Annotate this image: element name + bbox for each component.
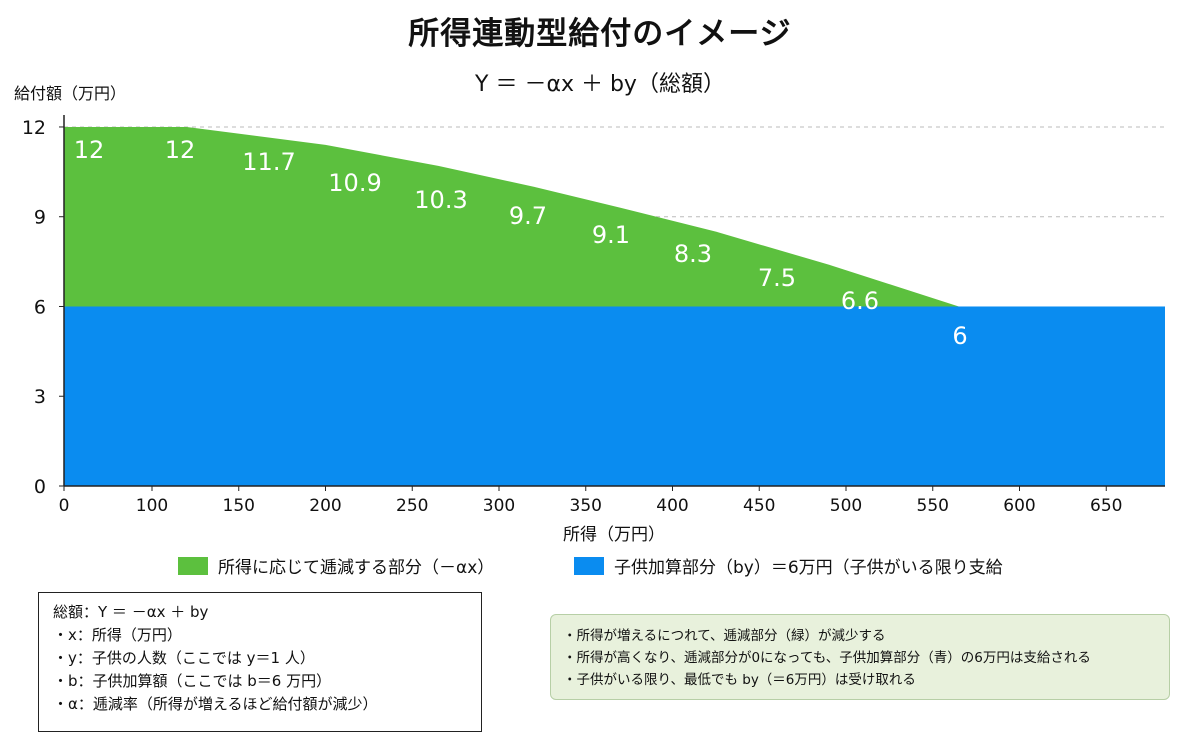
x-tick-label: 200 <box>309 496 341 516</box>
chart-title: 所得連動型給付のイメージ <box>408 16 792 52</box>
x-axis-label: 所得（万円） <box>563 525 665 545</box>
note-line: ・所得が高くなり、逓減部分が0になっても、子供加算部分（青）の6万円は支給される <box>563 650 1091 666</box>
definition-line: 総額：Y ＝ －αx ＋ by <box>53 603 209 621</box>
x-tick-label: 400 <box>656 496 688 516</box>
y-tick-label: 9 <box>34 207 46 229</box>
definitions-box: 総額：Y ＝ －αx ＋ by ・x：所得（万円） ・y：子供の人数（ここでは … <box>38 592 482 732</box>
x-tick-label: 250 <box>396 496 428 516</box>
legend: 所得に応じて逓減する部分（－αx） 子供加算部分（by）＝6万円（子供がいる限り… <box>0 553 1200 583</box>
legend-label-green: 所得に応じて逓減する部分（－αx） <box>218 558 495 578</box>
data-label: 10.9 <box>328 169 381 197</box>
data-label: 6 <box>952 322 967 350</box>
data-label: 12 <box>165 136 196 164</box>
y-axis-label: 給付額（万円） <box>14 84 127 103</box>
data-label: 9.1 <box>592 221 630 249</box>
definition-line: ・b：子供加算額（ここでは b＝6 万円） <box>53 672 332 690</box>
data-label: 6.6 <box>841 287 879 315</box>
x-tick-label: 0 <box>59 496 70 516</box>
notes-box: ・所得が増えるにつれて、逓減部分（緑）が減少する ・所得が高くなり、逓減部分が0… <box>550 614 1170 700</box>
data-label: 7.5 <box>758 264 796 292</box>
y-tick-label: 6 <box>34 296 46 318</box>
data-label: 10.3 <box>414 186 467 214</box>
series-area-blue <box>64 306 1165 486</box>
legend-swatch-green <box>178 556 208 575</box>
chart-subtitle: Y ＝ －αx ＋ by（総額） <box>475 72 725 97</box>
data-label: 9.7 <box>509 202 547 230</box>
x-tick-label: 500 <box>830 496 862 516</box>
x-tick-label: 550 <box>917 496 949 516</box>
data-label: 12 <box>74 136 105 164</box>
series-area-green <box>64 126 959 307</box>
x-tick-label: 350 <box>570 496 602 516</box>
note-line: ・所得が増えるにつれて、逓減部分（緑）が減少する <box>563 628 886 644</box>
definition-line: ・x：所得（万円） <box>53 626 182 644</box>
data-label: 11.7 <box>242 148 295 176</box>
chart-plot: 0 3 6 9 12 0 100 150 200 250 300 350 400 450 500 550 600… <box>22 115 1165 516</box>
x-tick-label: 150 <box>223 496 255 516</box>
legend-swatch-blue <box>574 556 604 575</box>
y-tick-label: 0 <box>34 476 46 498</box>
x-tick-label: 600 <box>1003 496 1035 516</box>
x-tick-label: 650 <box>1090 496 1122 516</box>
y-tick-label: 3 <box>34 386 46 408</box>
legend-item-green: 所得に応じて逓減する部分（－αx） <box>178 553 494 578</box>
x-tick-label: 100 <box>136 496 168 516</box>
definition-line: ・α：逓減率（所得が増えるほど給付額が減少） <box>53 695 378 713</box>
definition-line: ・y：子供の人数（ここでは y＝1 人） <box>53 649 315 667</box>
legend-item-blue: 子供加算部分（by）＝6万円（子供がいる限り支給 <box>574 553 1003 578</box>
y-tick-label: 12 <box>22 117 46 139</box>
legend-label-blue: 子供加算部分（by）＝6万円（子供がいる限り支給 <box>614 558 1003 578</box>
x-tick-label: 450 <box>743 496 775 516</box>
data-label: 8.3 <box>674 240 712 268</box>
x-tick-label: 300 <box>483 496 515 516</box>
note-line: ・子供がいる限り、最低でも by（＝6万円）は受け取れる <box>563 672 916 688</box>
